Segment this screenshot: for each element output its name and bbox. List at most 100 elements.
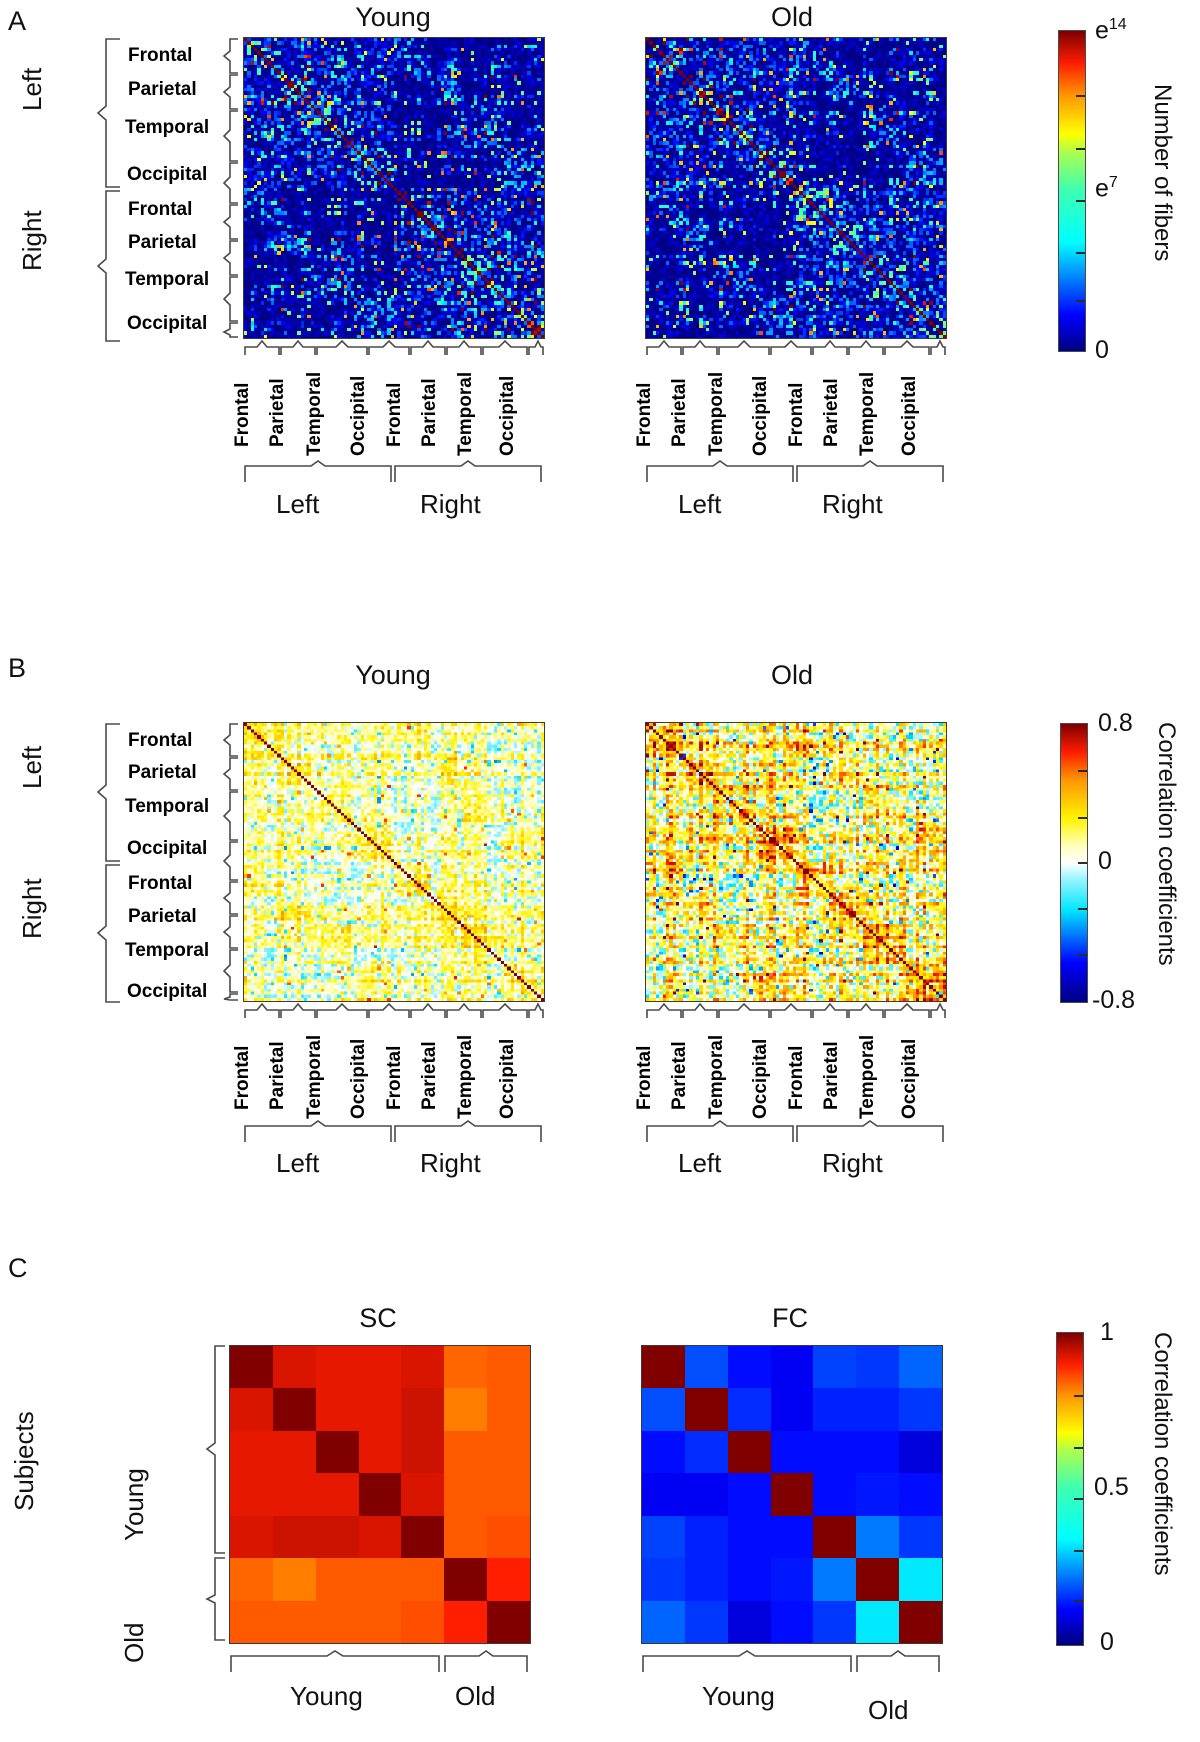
heatmap-cell [444, 1515, 488, 1559]
panel-b-col-label-o0: Frontal [634, 1045, 655, 1110]
heatmap-cell [272, 1473, 316, 1516]
heatmap-cell [770, 1388, 814, 1431]
heatmap-cell [358, 1515, 402, 1559]
heatmap-cell [642, 1473, 685, 1516]
panel-a-cb-tick-label-bottom: 0 [1095, 336, 1109, 364]
panel-a-cb-tick-1 [1076, 148, 1085, 150]
panel-a-matrix-young [243, 37, 545, 339]
heatmap-cell [230, 1515, 273, 1559]
panel-a-title-young: Young [355, 2, 431, 32]
panel-c-cb-tick-2 [1074, 1498, 1083, 1500]
panel-c-row-label-young: Young [119, 1468, 149, 1541]
heatmap-cell [642, 1558, 685, 1601]
panel-b-col-label-o2: Temporal [706, 1034, 727, 1119]
heatmap-cell [230, 1346, 273, 1389]
panel-b-col-label-y4: Frontal [384, 1045, 405, 1110]
heatmap-cell [315, 1600, 359, 1643]
panel-a-col-label-y6: Temporal [455, 371, 476, 456]
panel-b-left-hemisphere-label: Left [17, 745, 47, 789]
heatmap-cell [444, 1430, 488, 1474]
heatmap-cell [230, 1473, 273, 1516]
heatmap-cell [727, 1388, 771, 1431]
panel-c-row-label-old: Old [119, 1622, 149, 1663]
heatmap-cell [401, 1558, 445, 1601]
heatmap-cell [813, 1600, 857, 1643]
heatmap-cell [770, 1600, 814, 1643]
panel-a-bottom-label-right-young: Right [420, 489, 481, 519]
panel-a-title-old: Old [770, 2, 814, 32]
heatmap-cell [487, 1515, 530, 1559]
heatmap-cell [684, 1515, 728, 1559]
panel-a-left-hemisphere-label: Left [17, 67, 47, 111]
heatmap-cell [487, 1346, 530, 1389]
panel-a-bottom-label-left-young: Left [276, 489, 320, 519]
heatmap-cell [642, 1388, 685, 1431]
panel-c-cb-tick-1 [1074, 1447, 1083, 1449]
heatmap-cell [813, 1430, 857, 1474]
panel-a-col-label-y1: Parietal [267, 378, 288, 447]
panel-b-col-label-o1: Parietal [669, 1041, 690, 1110]
heatmap-cell [401, 1600, 445, 1643]
heatmap-cell [444, 1558, 488, 1601]
panel-c-bottom-label-old-sc: Old [455, 1681, 496, 1711]
panel-b-right-hemisphere-label: Right [17, 878, 47, 939]
panel-c-cb-tick-4 [1074, 1600, 1083, 1602]
panel-b-bottom-label-right-young: Right [420, 1148, 481, 1178]
panel-a-col-label-y4: Frontal [384, 382, 405, 447]
heatmap-cell [684, 1430, 728, 1474]
panel-c-young-brace [205, 1345, 225, 1554]
panel-a-left-hemisphere-brace [96, 38, 120, 188]
panel-a-row-label-6: Temporal [125, 269, 210, 290]
panel-a-bottom-brace-young [244, 460, 542, 482]
panel-b-matrix-old [645, 722, 947, 1002]
panel-b-cb-tick-1 [1078, 817, 1087, 819]
panel-a-row-label-0: Frontal [128, 45, 193, 66]
panel-b-col-label-y1: Parietal [267, 1041, 288, 1110]
panel-b-col-label-o6: Temporal [857, 1034, 878, 1119]
panel-b-bottom-label-right-old: Right [822, 1148, 883, 1178]
panel-b-col-label-o4: Frontal [786, 1045, 807, 1110]
heatmap-cell [899, 1388, 942, 1431]
panel-b-col-label-o3: Occipital [750, 1038, 771, 1119]
panel-b-col-label-y7: Occipital [497, 1038, 518, 1119]
panel-b-row-label-6: Temporal [125, 940, 210, 961]
panel-a-col-label-y7: Occipital [497, 375, 518, 456]
heatmap-cell [770, 1558, 814, 1601]
heatmap-cell [899, 1558, 942, 1601]
panel-c-cb-tick-label-top: 1 [1100, 1318, 1114, 1346]
panel-a-col-braces-young [244, 339, 544, 355]
panel-a-cb-tick-label-top: e14 [1095, 16, 1127, 45]
heatmap-cell [813, 1473, 857, 1516]
panel-b-col-label-o5: Parietal [821, 1041, 842, 1110]
heatmap-cell [770, 1346, 814, 1389]
panel-b-cb-tick-4 [1078, 954, 1087, 956]
heatmap-cell [272, 1515, 316, 1559]
panel-b-cb-tick-2 [1078, 862, 1087, 864]
heatmap-cell [487, 1388, 530, 1431]
heatmap-cell [230, 1558, 273, 1601]
panel-c-bottom-brace-sc [230, 1650, 528, 1672]
panel-a-col-braces-old [646, 339, 946, 355]
panel-b-colorbar-label: Correlation coefficients [1153, 722, 1180, 966]
heatmap-cell [444, 1600, 488, 1643]
heatmap-cell [899, 1346, 942, 1389]
heatmap-cell [642, 1346, 685, 1389]
panel-b-cb-tick-0 [1078, 770, 1087, 772]
panel-a-right-hemisphere-brace [96, 190, 120, 342]
heatmap-cell [899, 1473, 942, 1516]
heatmap-cell [813, 1346, 857, 1389]
panel-b-row-label-5: Parietal [128, 906, 197, 927]
heatmap-cell [684, 1388, 728, 1431]
panel-b-col-braces-young [244, 1002, 544, 1018]
heatmap-cell [856, 1388, 900, 1431]
heatmap-cell [684, 1558, 728, 1601]
heatmap-cell [444, 1346, 488, 1389]
panel-a-right-hemisphere-label: Right [17, 210, 47, 271]
heatmap-cell [315, 1388, 359, 1431]
panel-b-left-hemisphere-brace [96, 723, 120, 862]
panel-c-matrix-sc [229, 1345, 531, 1644]
heatmap-cell [358, 1558, 402, 1601]
heatmap-cell [813, 1388, 857, 1431]
heatmap-cell [856, 1473, 900, 1516]
panel-a-col-label-o4: Frontal [786, 382, 807, 447]
